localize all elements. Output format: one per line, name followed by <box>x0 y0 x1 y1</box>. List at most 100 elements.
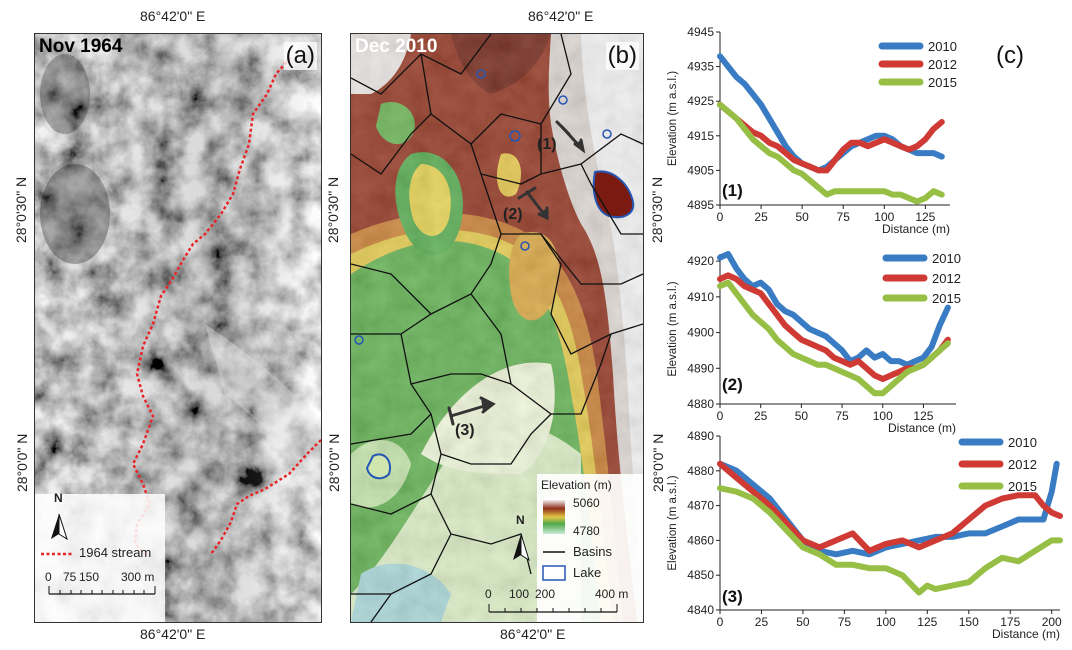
panel-a-map: Nov 1964 (a) N 1964 stream 0 75 150 300 … <box>34 33 322 623</box>
legend-stream-label: 1964 stream <box>79 545 152 560</box>
x-tick-label: 125 <box>915 210 935 224</box>
north-arrow-a-label: N <box>54 491 63 505</box>
y-tick-label: 4880 <box>687 464 714 478</box>
y-tick-label: 4850 <box>687 568 714 582</box>
legend-label-2015: 2015 <box>932 291 961 306</box>
legend-label-2010: 2010 <box>928 39 957 54</box>
panel-b-lon-top: 86°42'0" E <box>528 8 594 24</box>
profile-label-3: (3) <box>455 422 475 439</box>
y-tick-label: 4880 <box>687 397 714 411</box>
x-tick-label: 125 <box>913 409 933 423</box>
panel-b-dem <box>351 34 643 622</box>
x-tick-label: 150 <box>959 615 979 629</box>
legend-elevation-title: Elevation (m) <box>541 478 612 492</box>
panel-a-date: Nov 1964 <box>39 36 123 57</box>
x-tick-label: 25 <box>754 210 768 224</box>
y-tick-label: 4840 <box>687 603 714 617</box>
scale-b-100: 100 <box>509 587 530 601</box>
scale-a-300: 300 m <box>121 570 155 584</box>
y-tick-label: 4945 <box>687 25 714 39</box>
scale-a-150: 150 <box>79 570 100 584</box>
chart-index-label: (3) <box>722 587 743 606</box>
x-tick-label: 125 <box>917 615 937 629</box>
x-axis-label: Distance (m) <box>888 421 956 435</box>
x-tick-label: 25 <box>755 615 769 629</box>
series-line-2010 <box>717 460 1060 558</box>
x-tick-label: 175 <box>1000 615 1020 629</box>
panel-a-imagery <box>35 34 321 622</box>
legend-label-2010: 2010 <box>932 251 961 266</box>
x-tick-label: 100 <box>876 615 896 629</box>
panel-b-map: Dec 2010 (b) (1) (2) (3) Elevation (m) 5… <box>350 33 644 623</box>
series-line-2012 <box>717 101 945 174</box>
x-tick-label: 50 <box>796 615 810 629</box>
series-line-2015 <box>717 485 1063 596</box>
legend-lake: Lake <box>573 565 602 580</box>
y-tick-label: 4920 <box>687 254 714 268</box>
x-tick-label: 75 <box>835 409 849 423</box>
panel-a-lon-top: 86°42'0" E <box>140 8 206 24</box>
panel-a-lon-bottom: 86°42'0" E <box>140 626 206 642</box>
series-line-2015 <box>717 279 951 397</box>
profile-chart-2: 4880 4890 4900 4910 4920 0 25 50 75 100 125Distanc… <box>667 251 961 435</box>
y-tick-label: 4895 <box>687 198 714 212</box>
legend-elevation-min: 4780 <box>573 524 600 538</box>
chart-index-label: (1) <box>722 181 743 200</box>
elevation-ramp <box>543 500 565 534</box>
chart-index-label: (2) <box>722 375 743 394</box>
panel-b-lon-bottom: 86°42'0" E <box>500 626 566 642</box>
x-axis-label: Distance (m) <box>992 627 1060 641</box>
y-tick-label: 4935 <box>687 60 714 74</box>
plot-area <box>720 32 950 205</box>
x-tick-label: 0 <box>717 210 724 224</box>
x-tick-label: 0 <box>717 615 724 629</box>
lake-southwest <box>365 453 391 480</box>
scale-a-75: 75 <box>63 570 77 584</box>
x-tick-label: 0 <box>717 409 724 423</box>
panel-a-lat-30: 28°0'30" N <box>13 176 29 243</box>
y-tick-label: 4860 <box>687 533 714 547</box>
y-tick-label: 4900 <box>687 326 714 340</box>
y-axis-label: Elevation (m a.s.l.) <box>667 475 679 570</box>
stream-line-1964-east <box>209 439 321 555</box>
panel-b-label: (b) <box>605 42 639 70</box>
legend-elevation-max: 5060 <box>573 496 600 510</box>
profile-label-2: (2) <box>503 206 523 223</box>
series-line-2010 <box>717 251 951 368</box>
legend-basins: Basins <box>573 544 613 559</box>
panel-c-label: (c) <box>996 42 1024 69</box>
series-line-2015 <box>717 101 945 205</box>
y-tick-label: 4890 <box>687 430 714 443</box>
x-tick-label: 100 <box>873 409 893 423</box>
y-axis-label: Elevation (m a.s.l.) <box>667 71 679 166</box>
y-tick-label: 4890 <box>687 361 714 375</box>
legend-label-2015: 2015 <box>1008 479 1037 494</box>
scale-a-0: 0 <box>45 570 52 584</box>
y-tick-label: 4925 <box>687 94 714 108</box>
profile-label-1: (1) <box>537 136 557 153</box>
y-tick-label: 4905 <box>687 163 714 177</box>
x-tick-label: 75 <box>837 210 851 224</box>
profile-chart-3: 4840 4850 4860 4870 4880 4890 0 25 50 75 100 125 150… <box>667 430 1063 641</box>
panel-a-lat-0: 28°0'0" N <box>14 433 30 492</box>
y-axis-label: Elevation (m a.s.l.) <box>667 281 679 376</box>
series-line-2012 <box>717 460 1063 554</box>
panel-b-lat-30: 28°0'30" N <box>325 176 341 243</box>
panel-a-label: (a) <box>283 42 317 70</box>
scale-b-400: 400 m <box>595 587 629 601</box>
legend-label-2012: 2012 <box>932 271 961 286</box>
north-arrow-b-label: N <box>516 513 525 527</box>
scale-b-0: 0 <box>485 587 492 601</box>
x-tick-label: 25 <box>754 409 768 423</box>
x-tick-label: 100 <box>874 210 894 224</box>
x-axis-label: Distance (m) <box>882 222 950 236</box>
panel-b-date: Dec 2010 <box>355 36 438 57</box>
legend-label-2012: 2012 <box>1008 457 1037 472</box>
legend-label-2010: 2010 <box>1008 435 1037 450</box>
x-tick-label: 200 <box>1042 615 1062 629</box>
legend-label-2015: 2015 <box>928 75 957 90</box>
legend-label-2012: 2012 <box>928 57 957 72</box>
scale-b-200: 200 <box>535 587 556 601</box>
y-tick-label: 4915 <box>687 129 714 143</box>
x-tick-label: 75 <box>838 615 852 629</box>
